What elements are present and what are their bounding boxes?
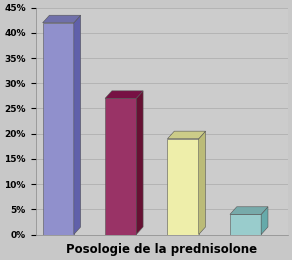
Polygon shape xyxy=(136,91,143,235)
Polygon shape xyxy=(43,15,81,23)
Polygon shape xyxy=(230,214,261,235)
Polygon shape xyxy=(43,23,74,235)
Polygon shape xyxy=(105,98,136,235)
Polygon shape xyxy=(261,207,268,235)
Polygon shape xyxy=(168,131,206,139)
Polygon shape xyxy=(74,15,81,235)
Polygon shape xyxy=(199,131,206,235)
Polygon shape xyxy=(230,207,268,214)
X-axis label: Posologie de la prednisolone: Posologie de la prednisolone xyxy=(66,243,257,256)
Polygon shape xyxy=(105,91,143,98)
Polygon shape xyxy=(168,139,199,235)
